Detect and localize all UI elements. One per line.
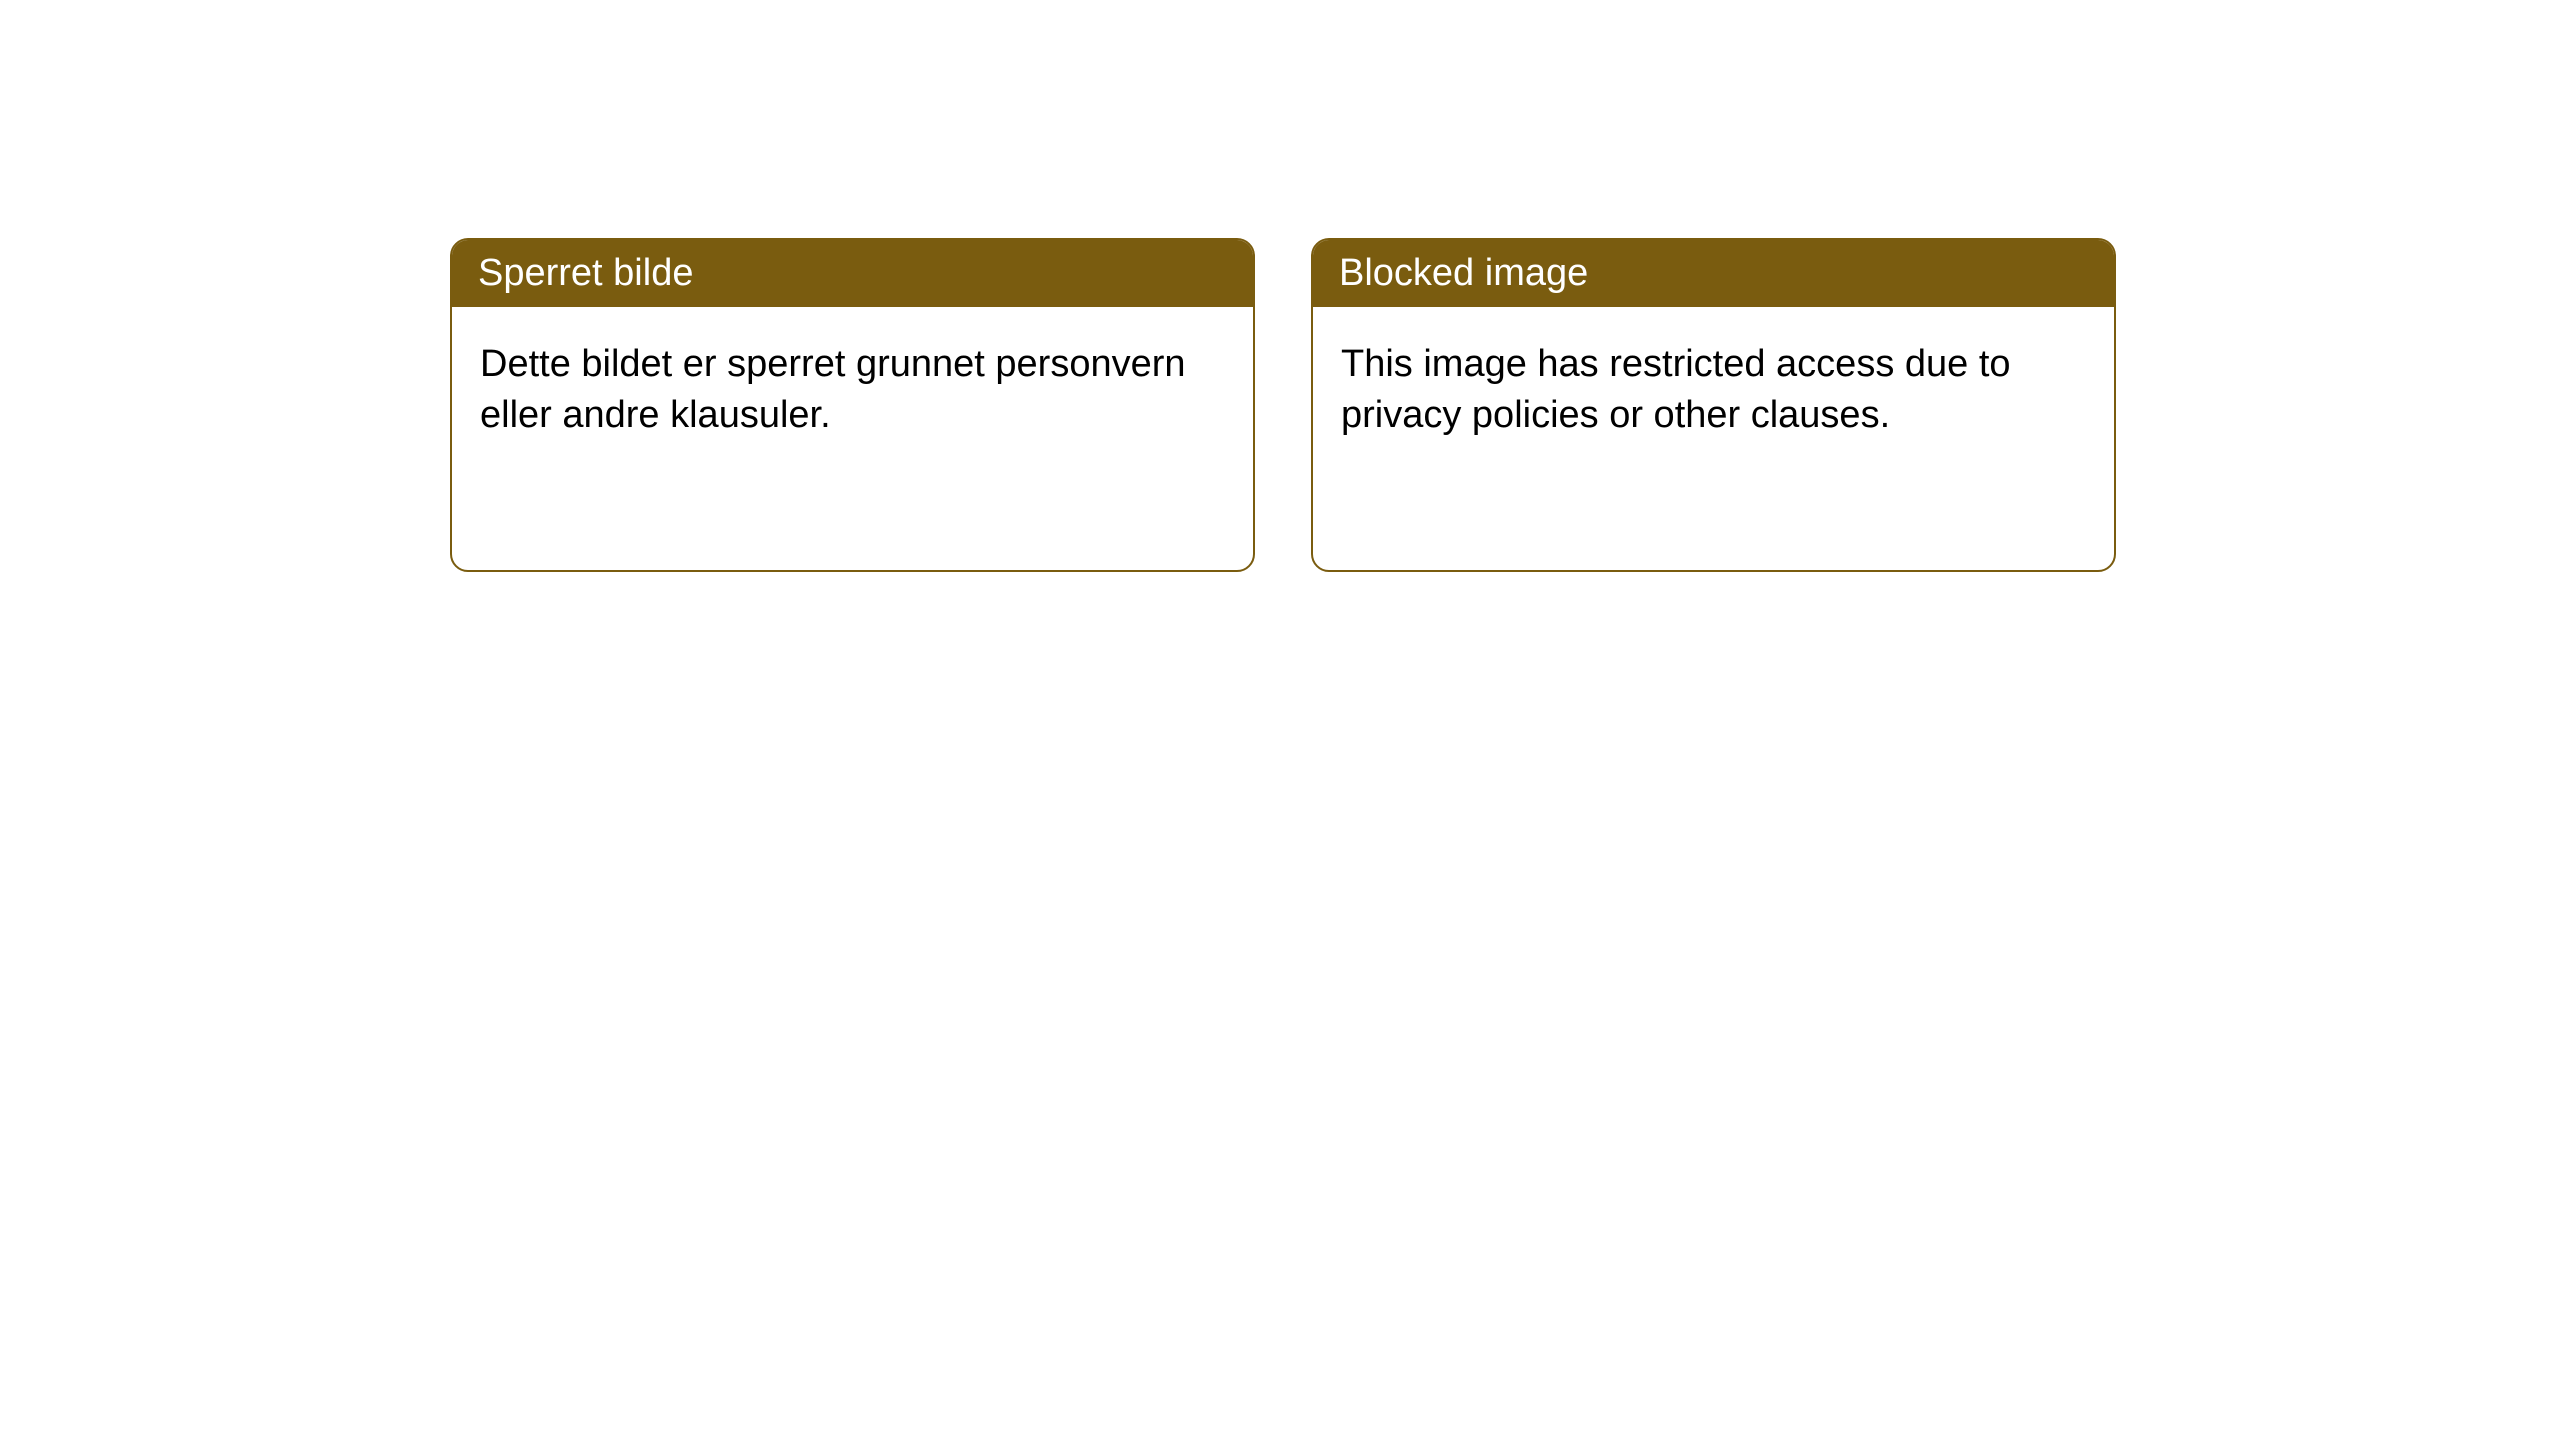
notice-card-norwegian: Sperret bilde Dette bildet er sperret gr… [450,238,1255,572]
card-header: Blocked image [1313,240,2114,307]
card-title: Blocked image [1339,252,1588,294]
card-header: Sperret bilde [452,240,1253,307]
card-body: Dette bildet er sperret grunnet personve… [452,307,1253,474]
card-body-text: Dette bildet er sperret grunnet personve… [480,343,1186,436]
card-body-text: This image has restricted access due to … [1341,343,2011,436]
card-title: Sperret bilde [478,252,693,294]
card-body: This image has restricted access due to … [1313,307,2114,474]
notice-card-english: Blocked image This image has restricted … [1311,238,2116,572]
notice-container: Sperret bilde Dette bildet er sperret gr… [0,0,2560,572]
